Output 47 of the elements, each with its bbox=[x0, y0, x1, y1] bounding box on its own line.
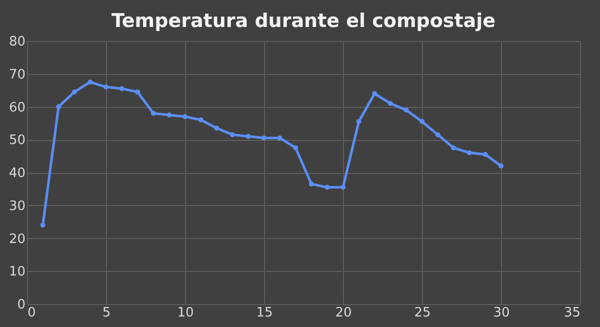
point bbox=[404, 108, 409, 113]
y-tick-label: 10 bbox=[8, 264, 26, 280]
point bbox=[40, 222, 46, 228]
point bbox=[420, 119, 424, 124]
x-tick-label: 35 bbox=[564, 306, 580, 320]
chart-title: Temperatura durante el compostaje bbox=[111, 10, 496, 32]
point bbox=[119, 86, 124, 92]
y-tick-label: 40 bbox=[8, 166, 26, 181]
point bbox=[72, 89, 77, 94]
point bbox=[277, 135, 282, 140]
y-tick-label: 30 bbox=[8, 198, 26, 214]
point bbox=[451, 145, 456, 150]
point bbox=[135, 89, 140, 94]
point bbox=[104, 84, 108, 90]
point bbox=[214, 126, 220, 131]
point bbox=[482, 152, 488, 157]
y-tick-label: 50 bbox=[8, 133, 26, 148]
point bbox=[56, 104, 62, 110]
x-tick-label: 20 bbox=[335, 306, 352, 320]
x-tick-label: 5 bbox=[102, 306, 111, 320]
point bbox=[166, 112, 172, 118]
point bbox=[388, 100, 393, 106]
y-tick-label: 80 bbox=[8, 34, 26, 50]
x-tick-label: 30 bbox=[493, 306, 510, 320]
point bbox=[230, 132, 235, 138]
point bbox=[466, 150, 472, 156]
point bbox=[182, 114, 188, 120]
point bbox=[356, 119, 362, 124]
x-tick-label: 0 bbox=[28, 306, 36, 320]
point bbox=[88, 80, 93, 85]
x-tick-label: 10 bbox=[177, 306, 194, 320]
y-tick-label: 60 bbox=[8, 100, 26, 116]
point bbox=[498, 163, 504, 168]
point bbox=[340, 184, 346, 190]
point bbox=[435, 132, 440, 138]
point bbox=[308, 182, 314, 186]
y-tick-label: 20 bbox=[8, 232, 26, 247]
y-tick-label: 70 bbox=[8, 67, 26, 82]
point bbox=[262, 135, 266, 140]
point bbox=[150, 110, 156, 116]
point bbox=[324, 184, 330, 190]
point bbox=[246, 134, 251, 139]
x-tick-label: 15 bbox=[256, 306, 273, 320]
x-tick-label: 25 bbox=[414, 306, 431, 320]
point bbox=[198, 117, 204, 122]
point bbox=[372, 91, 378, 96]
point bbox=[293, 145, 298, 150]
